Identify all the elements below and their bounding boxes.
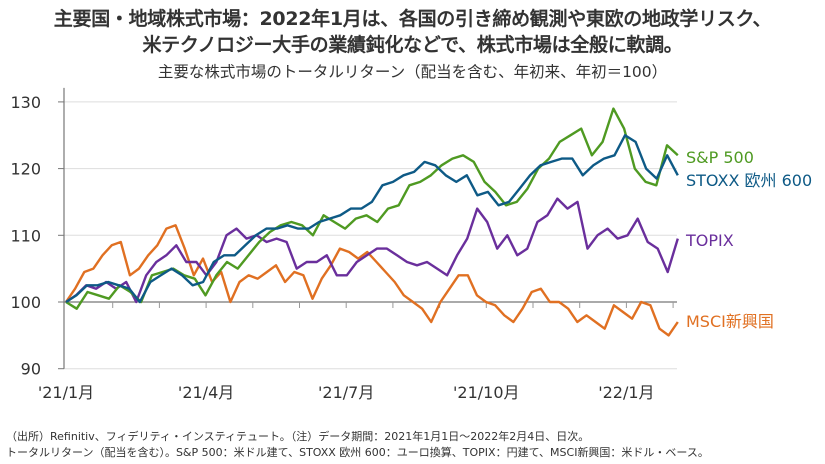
- footnote: トータルリターン（配当を含む）。S&P 500：米ドル建て、STOXX 欧州 6…: [6, 446, 709, 459]
- y-tick-label: 130: [10, 93, 41, 112]
- x-tick-label: '21/10月: [453, 383, 520, 402]
- y-tick-label: 110: [10, 226, 41, 245]
- x-tick-label: '21/7月: [318, 383, 374, 402]
- y-tick-label: 120: [10, 160, 41, 179]
- x-tick-label: '21/1月: [38, 383, 94, 402]
- y-tick-label: 90: [21, 360, 41, 379]
- source-note: （出所）Refinitiv、フィデリティ・インスティテュート。（注）データ期間：…: [6, 430, 590, 443]
- x-axis-labels: '21/1月 '21/4月 '21/7月 '21/10月 '22/1月: [38, 383, 655, 402]
- series-labels: S&P 500 STOXX 欧州 600 TOPIX MSCI新興国: [685, 148, 812, 331]
- chart-subtitle: 主要な株式市場のトータルリターン（配当を含む、年初来、年初＝100）: [157, 63, 668, 81]
- y-tick-label: 100: [10, 293, 41, 312]
- x-tick-label: '21/4月: [178, 383, 234, 402]
- axes: [58, 87, 677, 370]
- grid-lines: [64, 101, 677, 370]
- series-line-3: [65, 224, 679, 337]
- chart-title-line2: 米テクノロジー大手の業績鈍化などで、株式市場は全般に軟調。: [142, 34, 683, 56]
- series-label-0: S&P 500: [686, 148, 754, 167]
- series-label-3: MSCI新興国: [686, 312, 774, 331]
- series-label-1: STOXX 欧州 600: [686, 171, 812, 190]
- series-line-2: [65, 197, 679, 304]
- series-label-2: TOPIX: [685, 231, 734, 250]
- series-line-1: [65, 134, 679, 304]
- x-tick-label: '22/1月: [598, 383, 654, 402]
- y-axis-labels: 90 100 110 120 130: [10, 93, 41, 379]
- chart-title-line1: 主要国・地域株式市場：2022年1月は、各国の引き締め観測や東欧の地政学リスク、: [53, 8, 772, 30]
- series-lines: [65, 107, 679, 337]
